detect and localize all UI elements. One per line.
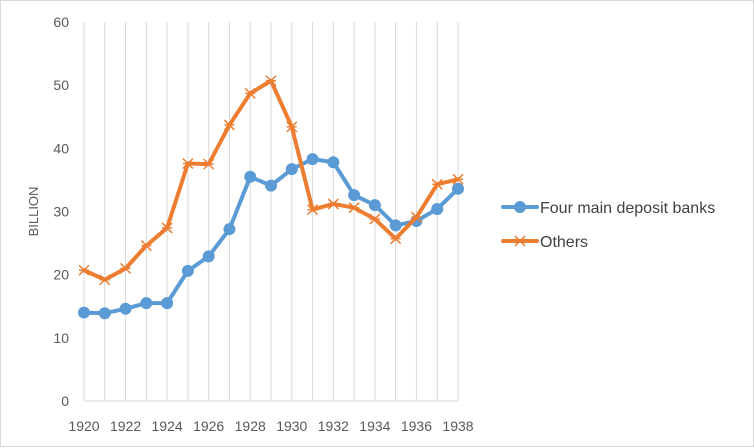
y-tick-label: 30 <box>53 204 69 220</box>
data-point <box>431 178 443 190</box>
y-tick-label: 10 <box>53 330 69 346</box>
data-point <box>265 179 277 192</box>
data-point <box>452 182 464 195</box>
x-tick-label: 1922 <box>110 418 141 434</box>
x-tick-label: 1934 <box>359 418 390 434</box>
data-point <box>78 306 90 319</box>
data-point <box>431 202 444 215</box>
data-point <box>327 198 339 210</box>
data-point <box>161 297 174 310</box>
x-tick-label: 1932 <box>318 418 349 434</box>
legend: Four main deposit banks Others <box>501 200 715 251</box>
data-point <box>140 240 152 252</box>
axes: 0 10 20 30 40 50 60 1920 1922 1924 1926 1928 1930 193… <box>53 14 473 434</box>
data-point <box>244 170 257 183</box>
legend-marker <box>514 201 526 213</box>
data-point <box>223 119 235 131</box>
data-point <box>182 157 194 170</box>
data-point <box>369 213 381 225</box>
data-point <box>452 173 464 185</box>
data-point <box>119 302 132 315</box>
y-tick-label: 0 <box>61 393 69 409</box>
data-point <box>306 153 319 166</box>
x-tick-label: 1920 <box>68 418 99 434</box>
y-tick-label: 20 <box>53 267 69 283</box>
data-point <box>285 163 298 176</box>
data-point <box>389 219 402 232</box>
x-tick-label: 1938 <box>442 418 473 434</box>
data-point <box>348 202 360 214</box>
x-tick-label: 1928 <box>235 418 266 434</box>
data-point <box>327 156 340 169</box>
y-tick-label: 60 <box>53 14 69 30</box>
data-point <box>202 250 215 263</box>
x-tick-label: 1930 <box>276 418 307 434</box>
data-point <box>120 262 132 274</box>
data-point <box>223 223 236 236</box>
series-four-main-deposit-banks <box>78 153 464 320</box>
data-point <box>307 204 319 216</box>
y-tick-label: 40 <box>53 140 69 156</box>
y-tick-label: 50 <box>53 77 69 93</box>
data-point <box>286 121 298 133</box>
data-point <box>410 211 422 223</box>
data-point <box>98 307 111 320</box>
data-point <box>181 264 194 277</box>
data-point <box>348 189 361 202</box>
data-point <box>78 264 90 276</box>
data-point <box>203 158 215 170</box>
data-point <box>140 297 153 310</box>
data-point <box>390 233 402 245</box>
data-point <box>368 199 381 212</box>
series-layer <box>78 75 464 320</box>
data-point <box>265 75 277 87</box>
legend-marker <box>514 235 526 247</box>
data-point <box>244 87 256 99</box>
x-tick-label: 1924 <box>152 418 183 434</box>
y-axis-title: BILLION <box>26 187 41 237</box>
legend-label: Others <box>540 234 588 251</box>
data-point <box>99 274 111 286</box>
x-tick-label: 1926 <box>193 418 224 434</box>
series-others <box>78 75 464 286</box>
data-point <box>161 222 173 234</box>
x-tick-label: 1936 <box>401 418 432 434</box>
legend-label: Four main deposit banks <box>540 200 715 217</box>
